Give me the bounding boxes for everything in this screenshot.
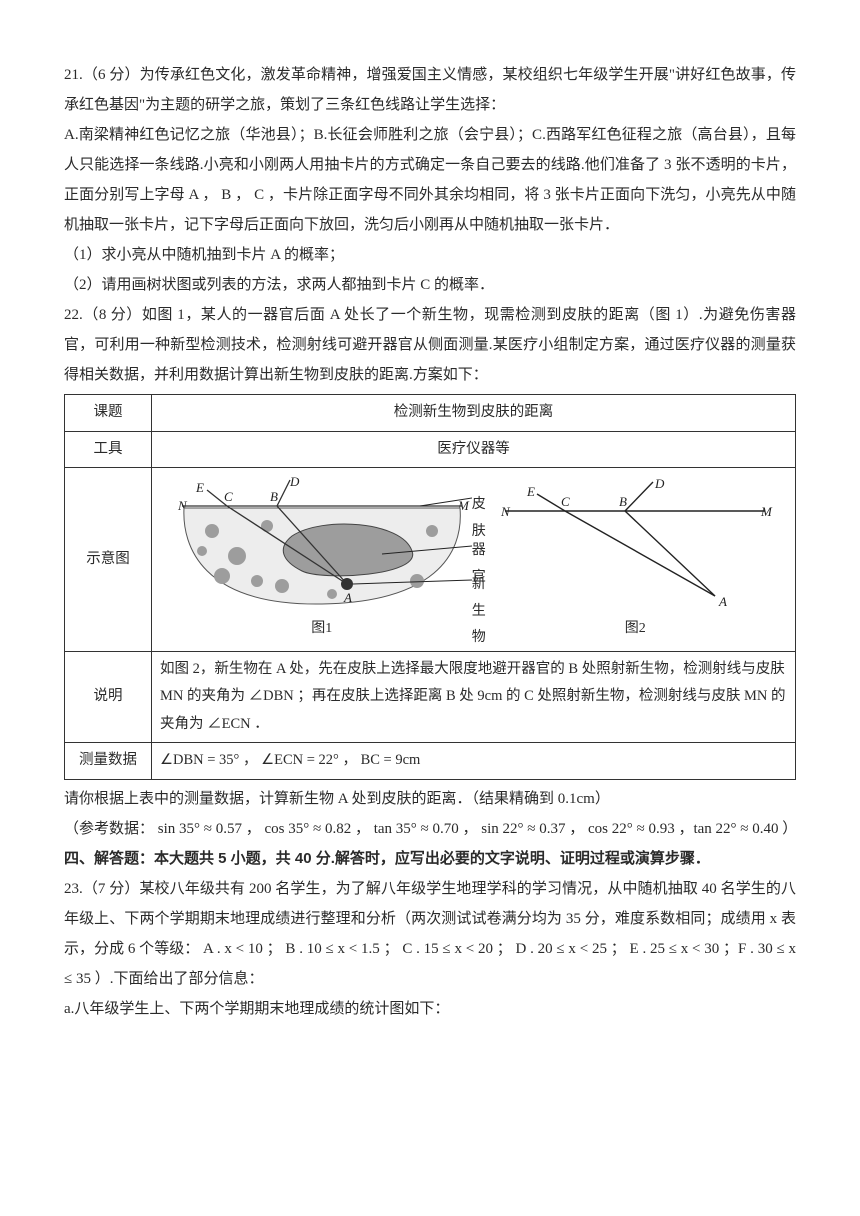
figure-1: N M bbox=[172, 476, 472, 643]
q21-sub1: （1）求小亮从中随机抽到卡片 A 的概率； bbox=[64, 240, 796, 270]
q21-sub2: （2）请用画树状图或列表的方法，求两人都抽到卡片 C 的概率． bbox=[64, 270, 796, 300]
cell-topic: 检测新生物到皮肤的距离 bbox=[152, 395, 796, 432]
svg-text:A: A bbox=[718, 594, 727, 609]
svg-text:D: D bbox=[654, 476, 665, 491]
table-row: 示意图 N M bbox=[65, 468, 796, 652]
table-row: 测量数据 ∠DBN = 35° ， ∠ECN = 22° ， BC = 9cm bbox=[65, 743, 796, 780]
cell-label-tool: 工具 bbox=[65, 431, 152, 468]
q22-after: 请你根据上表中的测量数据，计算新生物 A 处到皮肤的距离．（结果精确到 0.1c… bbox=[64, 784, 796, 814]
svg-text:B: B bbox=[270, 489, 278, 504]
cell-diagram: N M bbox=[152, 468, 796, 652]
table-row: 课题 检测新生物到皮肤的距离 bbox=[65, 395, 796, 432]
q22-table: 课题 检测新生物到皮肤的距离 工具 医疗仪器等 示意图 N M bbox=[64, 394, 796, 780]
table-row: 工具 医疗仪器等 bbox=[65, 431, 796, 468]
svg-text:D: D bbox=[289, 476, 300, 489]
cell-data: ∠DBN = 35° ， ∠ECN = 22° ， BC = 9cm bbox=[152, 743, 796, 780]
label-growth: 新生物 bbox=[472, 572, 486, 652]
svg-text:E: E bbox=[195, 480, 204, 495]
cell-desc: 如图 2，新生物在 A 处，先在皮肤上选择最大限度地避开器官的 B 处照射新生物… bbox=[152, 651, 796, 743]
svg-text:M: M bbox=[760, 504, 773, 519]
q22-header: 22.（8 分）如图 1，某人的一器官后面 A 处长了一个新生物，现需检测到皮肤… bbox=[64, 300, 796, 390]
q23-line-a: a.八年级学生上、下两个学期期末地理成绩的统计图如下： bbox=[64, 994, 796, 1024]
section-4-title: 四、解答题：本大题共 5 小题，共 40 分.解答时，应写出必要的文字说明、证明… bbox=[64, 844, 796, 874]
cell-tool: 医疗仪器等 bbox=[152, 431, 796, 468]
cell-label-data: 测量数据 bbox=[65, 743, 152, 780]
table-row: 说明 如图 2，新生物在 A 处，先在皮肤上选择最大限度地避开器官的 B 处照射… bbox=[65, 651, 796, 743]
cell-label-topic: 课题 bbox=[65, 395, 152, 432]
figure-2: N M A D B E C 图2 bbox=[495, 476, 775, 643]
svg-text:B: B bbox=[619, 494, 627, 509]
cell-label-diagram: 示意图 bbox=[65, 468, 152, 652]
svg-text:C: C bbox=[224, 489, 233, 504]
fig1-caption: 图1 bbox=[311, 616, 332, 643]
q22-ref: （参考数据： sin 35° ≈ 0.57 ， cos 35° ≈ 0.82 ，… bbox=[64, 814, 796, 844]
svg-text:A: A bbox=[343, 590, 352, 605]
q21-routes: A.南梁精神红色记忆之旅（华池县）；B.长征会师胜利之旅（会宁县）；C.西路军红… bbox=[64, 120, 796, 240]
q23-header: 23.（7 分）某校八年级共有 200 名学生，为了解八年级学生地理学科的学习情… bbox=[64, 874, 796, 994]
fig2-caption: 图2 bbox=[625, 616, 646, 643]
svg-text:E: E bbox=[526, 484, 535, 499]
figure-1-svg: N M bbox=[172, 476, 472, 616]
svg-text:C: C bbox=[561, 494, 570, 509]
cell-label-desc: 说明 bbox=[65, 651, 152, 743]
figure-2-svg: N M A D B E C bbox=[495, 476, 775, 616]
svg-text:N: N bbox=[500, 504, 511, 519]
q21-header: 21.（6 分）为传承红色文化，激发革命精神，增强爱国主义情感，某校组织七年级学… bbox=[64, 60, 796, 120]
